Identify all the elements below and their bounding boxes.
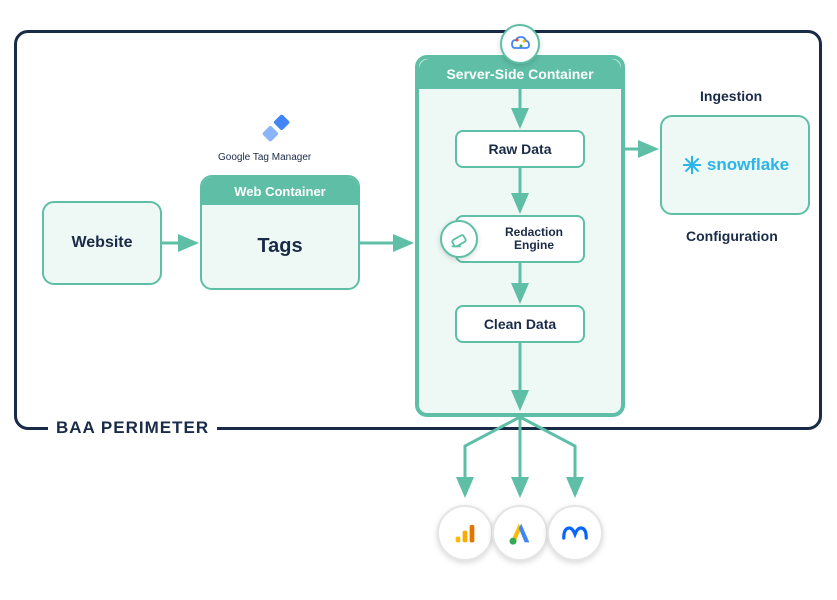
google-analytics-icon <box>437 505 493 561</box>
meta-icon <box>547 505 603 561</box>
arrows <box>0 0 837 600</box>
google-ads-icon <box>492 505 548 561</box>
